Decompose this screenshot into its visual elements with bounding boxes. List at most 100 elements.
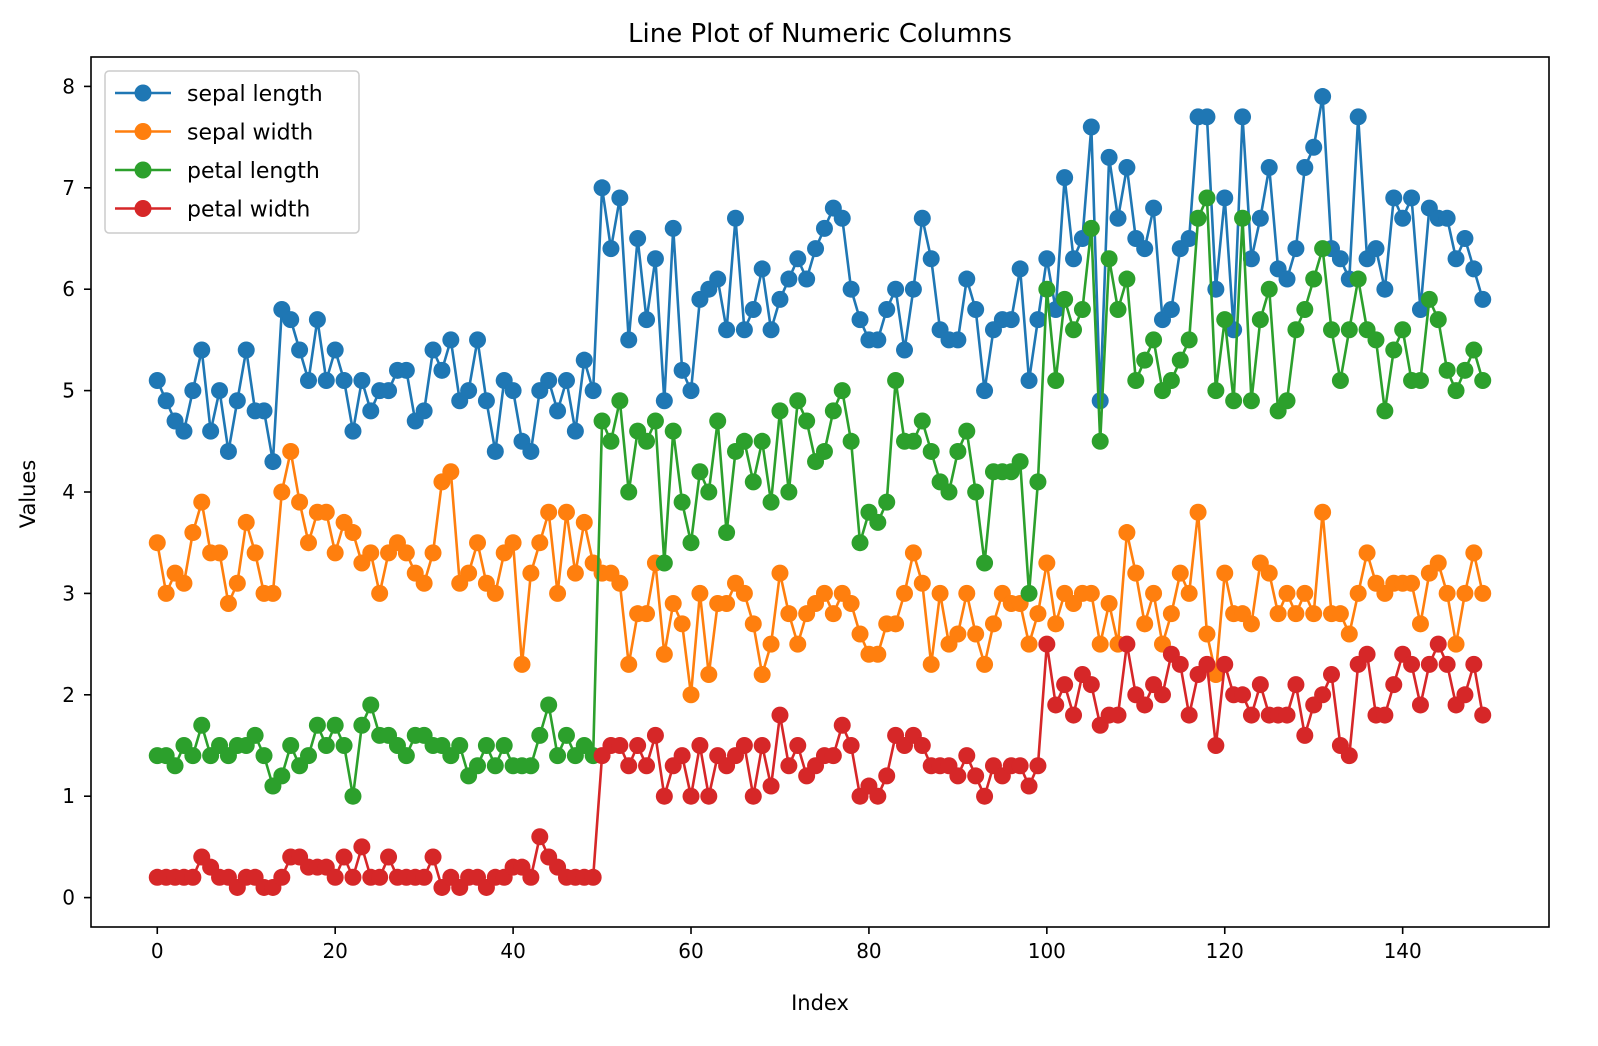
data-point [415, 574, 433, 592]
data-point [771, 564, 789, 582]
data-point [184, 868, 202, 886]
data-point [842, 595, 860, 613]
data-point [967, 300, 985, 318]
data-point [1438, 655, 1456, 673]
data-point [655, 554, 673, 572]
x-tick-label: 80 [856, 939, 881, 963]
data-point [842, 737, 860, 754]
data-point [477, 392, 495, 410]
data-point [486, 757, 504, 775]
data-point [1082, 219, 1100, 237]
data-point [273, 483, 291, 501]
data-point [486, 442, 504, 460]
data-point [735, 432, 753, 450]
data-point [602, 240, 620, 258]
x-tick-label: 60 [678, 939, 703, 963]
data-point [1145, 331, 1163, 349]
data-point [1020, 777, 1038, 795]
legend-entry: petal width [115, 198, 310, 223]
data-point [566, 422, 584, 440]
data-point [1305, 270, 1323, 288]
data-point [1287, 676, 1305, 694]
data-point [815, 219, 833, 237]
data-point [415, 402, 433, 420]
data-point [1438, 209, 1456, 227]
data-point [1216, 311, 1234, 329]
data-point [958, 747, 976, 765]
data-point [851, 534, 869, 552]
data-point [1002, 311, 1020, 329]
data-point [620, 331, 638, 349]
data-point [1474, 371, 1492, 389]
data-point [789, 737, 807, 754]
data-point [958, 422, 976, 440]
data-point [424, 341, 442, 359]
data-point [1038, 250, 1056, 268]
data-point [869, 331, 887, 349]
data-point [1242, 615, 1260, 633]
legend: sepal length sepal width petal length petal… [104, 70, 360, 234]
data-point [789, 392, 807, 410]
data-point [380, 848, 398, 866]
data-point [504, 382, 522, 400]
data-point [1136, 351, 1154, 369]
data-point [655, 787, 673, 805]
data-point [593, 412, 611, 430]
data-point [949, 767, 967, 785]
data-point [1100, 250, 1118, 268]
data-point [815, 584, 833, 602]
y-tick-label: 3 [62, 581, 75, 605]
data-point [469, 331, 487, 349]
data-point [228, 392, 246, 410]
data-point [1180, 584, 1198, 602]
data-point [629, 230, 647, 247]
data-point [602, 432, 620, 450]
data-point [353, 371, 371, 389]
data-point [1216, 564, 1234, 582]
data-point [175, 422, 193, 440]
data-point [1429, 554, 1447, 572]
data-point [815, 442, 833, 460]
data-point [166, 757, 184, 775]
data-point [1171, 564, 1189, 582]
data-point [1011, 260, 1029, 278]
data-point [1082, 584, 1100, 602]
data-point [833, 382, 851, 400]
data-point [584, 382, 602, 400]
data-point [1127, 564, 1145, 582]
data-point [335, 848, 353, 866]
data-point [744, 300, 762, 318]
data-point [967, 625, 985, 643]
data-point [664, 595, 682, 613]
data-point [744, 787, 762, 805]
data-point [362, 402, 380, 420]
data-point [1331, 605, 1349, 623]
data-point [1127, 371, 1145, 389]
data-point [540, 503, 558, 521]
data-point [540, 371, 558, 389]
data-point [646, 250, 664, 268]
legend-box [104, 70, 360, 234]
data-point [611, 189, 629, 207]
data-point [1100, 595, 1118, 613]
data-point [531, 534, 549, 552]
data-point [682, 686, 700, 704]
data-point [1020, 584, 1038, 602]
data-point [824, 402, 842, 420]
data-point [362, 696, 380, 714]
data-point [949, 331, 967, 349]
data-point [566, 564, 584, 582]
data-point [1180, 331, 1198, 349]
data-point [326, 868, 344, 886]
data-point [691, 584, 709, 602]
data-point [344, 422, 362, 440]
data-point [1029, 605, 1047, 623]
data-point [1162, 300, 1180, 318]
y-axis-label: Values [16, 460, 40, 529]
data-point [646, 412, 664, 430]
data-point [1234, 108, 1252, 126]
data-point [1038, 280, 1056, 298]
data-point [1145, 584, 1163, 602]
data-point [887, 280, 905, 298]
data-point [1358, 645, 1376, 663]
